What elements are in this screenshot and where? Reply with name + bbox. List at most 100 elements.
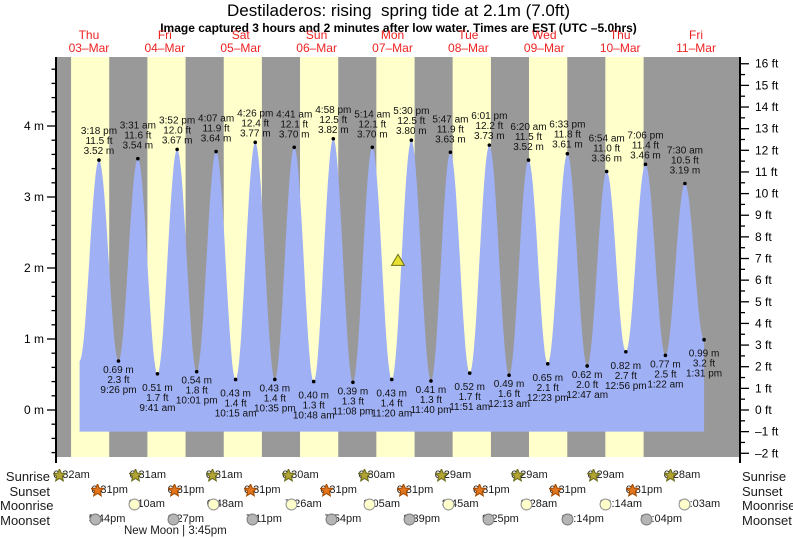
day-date: 09–Mar [523, 41, 565, 55]
low-tide-annotation: 0.40 m [298, 391, 329, 402]
right-axis-label-ft: 4 ft [755, 316, 772, 330]
moonset-circle-icon [246, 513, 259, 525]
high-tide-dot [253, 140, 258, 145]
low-tide-annotation: 1.3 ft [420, 395, 442, 406]
right-axis-label-ft: 7 ft [755, 252, 772, 266]
high-tide-annotation: 11.9 ft [437, 124, 464, 135]
low-tide-dot [663, 353, 668, 358]
low-tide-annotation: 0.41 m [416, 385, 447, 396]
low-tide-annotation: 0.43 m [220, 388, 251, 399]
high-tide-annotation: 3.46 m [630, 150, 661, 161]
moonrise-event: 6:48am [207, 498, 243, 511]
high-tide-annotation: 11.4 ft [632, 140, 659, 151]
low-tide-annotation: 0.39 m [338, 386, 369, 397]
sunrise-star-icon [205, 469, 219, 482]
sunrise-star-icon [129, 469, 143, 482]
high-tide-dot [136, 156, 140, 161]
moonrise-circle-icon [207, 498, 220, 511]
day-name: Sun [305, 28, 328, 42]
low-tide-dot [155, 371, 160, 376]
low-tide-annotation: 9:26 pm [100, 385, 136, 396]
moonrise-circle-icon [285, 498, 298, 511]
sunrise-star-shape [53, 469, 67, 482]
low-tide-annotation: 0.49 m [494, 379, 525, 390]
moonset-circle-shape [640, 513, 653, 525]
high-tide-annotation: 6:54 am [589, 133, 625, 144]
high-tide-annotation: 11.5 ft [85, 136, 112, 147]
high-tide-annotation: 3.19 m [670, 166, 701, 177]
low-tide-dot [585, 364, 589, 368]
sunset-row-label-left: Sunset [9, 483, 50, 499]
low-tide-dot [624, 349, 628, 354]
moonset-circle-icon [561, 513, 574, 525]
moonrise-circle-shape [599, 498, 612, 511]
day-name: Wed [532, 28, 557, 42]
sunset-star-icon [625, 483, 639, 497]
moonrise-event: 8:05am [363, 498, 400, 511]
right-axis-label-ft: –1 ft [755, 425, 779, 439]
sunrise-star-icon [587, 469, 601, 482]
sunset-event: 6:31pm [167, 483, 204, 497]
right-axis-label-ft: –2 ft [755, 446, 779, 460]
day-date: 05–Mar [220, 41, 262, 55]
moonset-event: 7:54pm [325, 513, 361, 525]
moonrise-row-label-left: Moonrise [0, 498, 54, 513]
high-tide-annotation: 12.0 ft [163, 125, 191, 136]
high-tide-annotation: 12.5 ft [319, 115, 347, 126]
sunset-star-shape [167, 483, 181, 497]
high-tide-annotation: 11.8 ft [554, 130, 581, 141]
high-tide-annotation: 11.5 ft [515, 132, 542, 143]
high-tide-annotation: 3.61 m [552, 140, 583, 151]
right-axis-label-ft: 14 ft [755, 100, 779, 114]
high-tide-dot [292, 145, 297, 150]
sunrise-event: 6:30am [282, 469, 319, 482]
day-date: 11–Mar [676, 41, 716, 55]
moonset-event: 10:14pm [561, 513, 604, 525]
sunrise-event: 6:29am [434, 469, 471, 482]
low-tide-annotation: 0.43 m [376, 388, 407, 399]
sunrise-star-shape [282, 469, 295, 482]
low-tide-annotation: 0.51 m [142, 383, 173, 394]
moonrise-row-label-right: Moonrise [742, 498, 793, 513]
high-tide-annotation: 10.5 ft [671, 156, 699, 167]
high-tide-dot [526, 158, 531, 162]
high-tide-annotation: 12.4 ft [241, 118, 269, 129]
low-tide-annotation: 11:40 pm [410, 405, 451, 416]
moonrise-circle-shape [285, 498, 298, 511]
right-axis-label-ft: 16 ft [755, 57, 779, 71]
sunset-event: 6:31pm [396, 483, 433, 497]
high-tide-dot [331, 136, 336, 141]
day-label: Thu 10–Mar [575, 29, 665, 55]
day-label: Fri 04–Mar [120, 29, 210, 55]
high-tide-dot [448, 150, 453, 155]
high-tide-annotation: 3.52 m [513, 142, 544, 153]
low-tide-annotation: 1:31 pm [686, 369, 722, 380]
low-tide-annotation: 0.77 m [650, 359, 681, 370]
right-axis-label-ft: 5 ft [755, 295, 772, 309]
low-tide-annotation: 0.62 m [572, 370, 603, 381]
high-tide-annotation: 12.1 ft [280, 119, 308, 130]
low-tide-annotation: 12:47 am [566, 390, 608, 401]
high-tide-annotation: 3:31 am [120, 121, 156, 132]
moonrise-circle-icon [128, 498, 141, 511]
sunset-star-icon [91, 483, 105, 497]
high-tide-dot [643, 162, 648, 167]
low-tide-dot [389, 377, 394, 382]
low-tide-annotation: 0.65 m [532, 373, 563, 384]
low-tide-annotation: 2.0 ft [576, 380, 598, 391]
high-tide-annotation: 12.1 ft [358, 119, 386, 130]
day-label: Sun 06–Mar [272, 29, 362, 55]
low-tide-annotation: 12:23 pm [527, 393, 569, 404]
moonset-circle-icon [325, 513, 338, 525]
high-tide-dot [409, 138, 414, 142]
sunset-row-label-right: Sunset [742, 483, 783, 499]
high-tide-annotation: 7:06 pm [627, 130, 663, 141]
low-tide-dot [467, 371, 472, 375]
high-tide-annotation: 3.82 m [318, 125, 349, 136]
moonset-circle-shape [89, 513, 102, 525]
high-tide-dot [604, 169, 609, 174]
sunset-star-icon [320, 483, 334, 497]
low-tide-annotation: 1.3 ft [303, 401, 325, 412]
day-date: 08–Mar [448, 41, 489, 55]
